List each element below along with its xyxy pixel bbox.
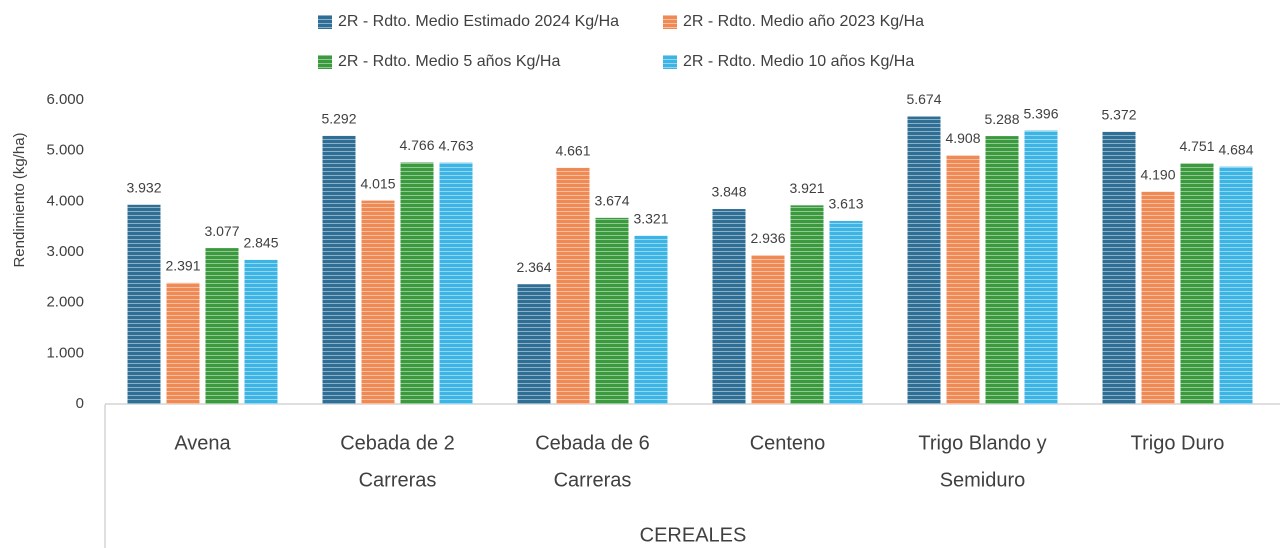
legend-swatch [663, 15, 677, 29]
y-tick-label: 1.000 [46, 344, 84, 361]
bar [439, 162, 473, 404]
x-tick-label: Semiduro [940, 469, 1026, 491]
legend-swatch [318, 55, 332, 69]
bar [361, 200, 395, 404]
data-label: 5.396 [1023, 105, 1058, 121]
data-label: 3.921 [789, 180, 824, 196]
legend-label: 2R - Rdto. Medio 5 años Kg/Ha [338, 53, 560, 70]
data-label: 2.936 [750, 230, 785, 246]
bar [790, 205, 824, 404]
data-label: 5.372 [1101, 107, 1136, 123]
data-label: 2.364 [516, 259, 551, 275]
data-label: 3.674 [594, 193, 629, 209]
y-tick-label: 0 [76, 395, 84, 412]
bar [1180, 163, 1214, 404]
data-label: 4.661 [555, 143, 590, 159]
x-tick-label: Centeno [750, 432, 826, 454]
data-label: 4.684 [1218, 141, 1253, 157]
data-label: 4.015 [360, 175, 395, 191]
x-tick-label: Trigo Duro [1131, 432, 1225, 454]
bar [1102, 131, 1136, 404]
bar [517, 284, 551, 404]
data-label: 4.766 [399, 137, 434, 153]
y-tick-label: 2.000 [46, 294, 84, 311]
data-label: 2.845 [243, 235, 278, 251]
bar [634, 235, 668, 404]
bar [205, 248, 239, 404]
data-label: 5.288 [984, 111, 1019, 127]
legend-label: 2R - Rdto. Medio Estimado 2024 Kg/Ha [338, 13, 619, 30]
bar [166, 282, 200, 404]
bar [829, 220, 863, 404]
bar [400, 162, 434, 404]
data-label: 3.321 [633, 210, 668, 226]
data-label: 4.190 [1140, 166, 1175, 182]
data-label: 4.763 [438, 137, 473, 153]
bar [595, 217, 629, 404]
data-label: 5.674 [906, 91, 941, 107]
x-tick-label: Carreras [359, 469, 437, 491]
x-tick-label: Carreras [554, 469, 632, 491]
bar [751, 255, 785, 404]
x-axis-title: CEREALES [640, 524, 747, 546]
data-label: 4.908 [945, 130, 980, 146]
bar [1219, 166, 1253, 404]
data-label: 3.932 [126, 179, 161, 195]
bar [946, 155, 980, 404]
y-tick-label: 6.000 [46, 91, 84, 108]
legend-label: 2R - Rdto. Medio 10 años Kg/Ha [683, 53, 914, 70]
x-tick-label: Cebada de 2 [340, 432, 455, 454]
bar [1141, 191, 1175, 404]
y-tick-label: 4.000 [46, 192, 84, 209]
legend-label: 2R - Rdto. Medio año 2023 Kg/Ha [683, 13, 924, 30]
bar [127, 204, 161, 404]
data-label: 3.848 [711, 184, 746, 200]
bar [712, 209, 746, 404]
bar [322, 135, 356, 404]
bar [1024, 130, 1058, 404]
y-axis-title: Rendimiento (kg/ha) [11, 132, 28, 267]
legend-swatch [663, 55, 677, 69]
x-tick-label: Trigo Blando y [918, 432, 1046, 454]
y-tick-label: 3.000 [46, 243, 84, 260]
bar [985, 136, 1019, 405]
data-label: 5.292 [321, 111, 356, 127]
legend-swatch [318, 15, 332, 29]
x-tick-label: Cebada de 6 [535, 432, 650, 454]
data-label: 3.613 [828, 196, 863, 212]
bar [556, 167, 590, 404]
data-label: 3.077 [204, 223, 239, 239]
bar [244, 259, 278, 404]
x-tick-label: Avena [174, 432, 231, 454]
bar [907, 116, 941, 404]
data-label: 4.751 [1179, 138, 1214, 154]
y-tick-label: 5.000 [46, 142, 84, 159]
data-label: 2.391 [165, 258, 200, 274]
